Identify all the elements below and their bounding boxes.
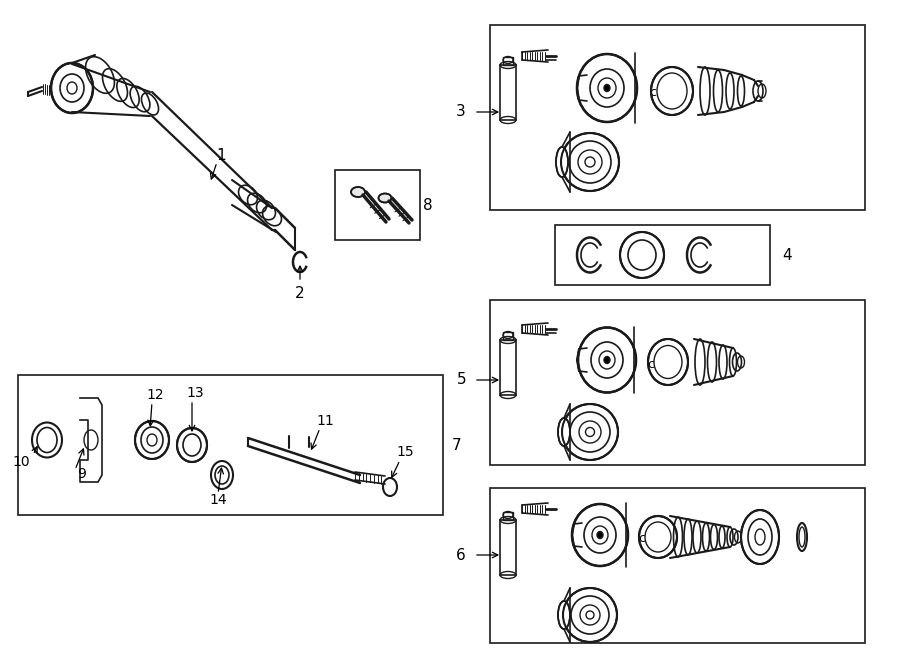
Bar xyxy=(503,512,513,520)
Ellipse shape xyxy=(648,339,688,385)
Ellipse shape xyxy=(558,418,570,446)
Ellipse shape xyxy=(351,187,365,197)
Bar xyxy=(490,300,865,465)
Text: c: c xyxy=(650,85,656,98)
Bar xyxy=(500,340,516,395)
Text: 3: 3 xyxy=(456,104,466,120)
Ellipse shape xyxy=(556,147,568,177)
Ellipse shape xyxy=(563,588,617,642)
Ellipse shape xyxy=(51,63,93,113)
Text: 11: 11 xyxy=(316,414,334,428)
Text: 9: 9 xyxy=(77,467,86,481)
Bar xyxy=(18,375,443,515)
Ellipse shape xyxy=(562,404,618,460)
Text: 8: 8 xyxy=(423,198,433,212)
Ellipse shape xyxy=(741,510,779,564)
Bar xyxy=(503,57,513,65)
Text: 2: 2 xyxy=(295,286,305,301)
Ellipse shape xyxy=(620,232,664,278)
Ellipse shape xyxy=(135,421,169,459)
Bar xyxy=(503,332,513,340)
Bar xyxy=(500,65,516,120)
Text: 10: 10 xyxy=(13,455,30,469)
Bar xyxy=(490,25,865,210)
Ellipse shape xyxy=(379,194,392,202)
Text: 7: 7 xyxy=(452,438,462,453)
Ellipse shape xyxy=(604,356,610,364)
Text: c: c xyxy=(647,358,654,371)
Ellipse shape xyxy=(177,428,207,462)
Text: 13: 13 xyxy=(186,386,203,400)
Bar xyxy=(490,488,865,643)
Text: 6: 6 xyxy=(456,547,466,563)
Text: 14: 14 xyxy=(209,493,227,507)
Ellipse shape xyxy=(597,531,603,539)
Text: 12: 12 xyxy=(146,388,164,402)
Ellipse shape xyxy=(577,54,637,122)
Text: 4: 4 xyxy=(782,247,792,262)
Ellipse shape xyxy=(558,601,570,629)
Ellipse shape xyxy=(561,133,619,191)
Text: 5: 5 xyxy=(456,373,466,387)
Text: c: c xyxy=(638,531,645,545)
Text: 15: 15 xyxy=(396,445,414,459)
Bar xyxy=(500,520,516,575)
Ellipse shape xyxy=(639,516,677,558)
Ellipse shape xyxy=(578,327,636,393)
Bar xyxy=(335,170,420,240)
Ellipse shape xyxy=(651,67,693,115)
Bar xyxy=(555,225,770,285)
Text: 1: 1 xyxy=(216,149,226,163)
Ellipse shape xyxy=(572,504,628,566)
Ellipse shape xyxy=(604,85,610,91)
